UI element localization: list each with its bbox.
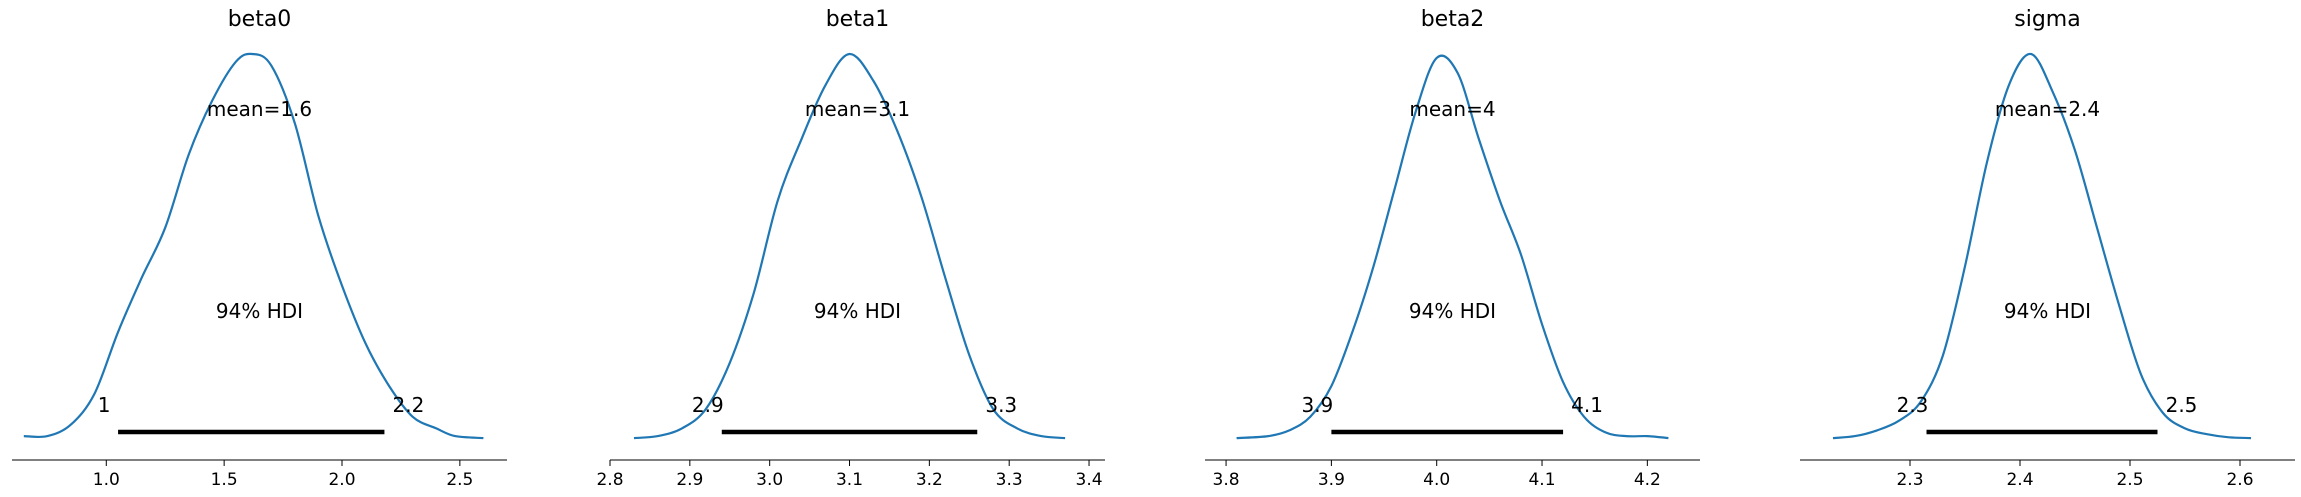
- x-tick-label: 4.0: [1423, 470, 1450, 490]
- x-tick-label: 4.2: [1634, 470, 1661, 490]
- panel-sigma: sigma mean=2.4 94% HDI 2.3 2.5 2.3 2.4 2.5 2.6: [1800, 7, 2295, 490]
- x-tick-label: 2.0: [328, 470, 355, 490]
- x-tick-label: 4.1: [1528, 470, 1555, 490]
- x-tick-label: 3.4: [1076, 470, 1103, 490]
- hdi-high-label: 4.1: [1571, 393, 1603, 417]
- panel-beta1: beta1 mean=3.1 94% HDI 2.9 3.3 2.8 2.9 3.0 3.1 3.…: [596, 7, 1105, 490]
- density-curve: [633, 52, 1066, 440]
- x-tick-label: 3.2: [916, 470, 943, 490]
- x-tick-label: 2.5: [446, 470, 473, 490]
- hdi-label: 94% HDI: [814, 299, 901, 323]
- hdi-high-label: 2.5: [2166, 393, 2198, 417]
- x-tick-label: 3.0: [756, 470, 783, 490]
- density-curve: [1832, 52, 2252, 440]
- x-tick-label: 3.9: [1318, 470, 1345, 490]
- density-curve: [23, 52, 484, 440]
- mean-label: mean=4: [1409, 97, 1495, 121]
- x-tick-label: 1.5: [211, 470, 238, 490]
- mean-label: mean=3.1: [805, 97, 910, 121]
- x-tick-label: 2.5: [2116, 470, 2143, 490]
- x-tick-label: 2.6: [2226, 470, 2253, 490]
- panel-title: beta2: [1421, 7, 1485, 32]
- hdi-label: 94% HDI: [1409, 299, 1496, 323]
- x-tick-label: 1.0: [93, 470, 120, 490]
- x-tick-label: 2.4: [2006, 470, 2033, 490]
- x-tick-label: 2.9: [676, 470, 703, 490]
- mean-label: mean=2.4: [1995, 97, 2100, 121]
- x-tick-label: 3.8: [1213, 470, 1240, 490]
- hdi-low-label: 2.3: [1897, 393, 1929, 417]
- hdi-high-label: 3.3: [985, 393, 1017, 417]
- hdi-low-label: 3.9: [1301, 393, 1333, 417]
- hdi-label: 94% HDI: [2004, 299, 2091, 323]
- hdi-low-label: 1: [98, 393, 111, 417]
- panel-beta2: beta2 mean=4 94% HDI 3.9 4.1 3.8 3.9 4.0 4.1 4.2: [1205, 7, 1700, 490]
- density-curve: [1236, 54, 1669, 440]
- hdi-low-label: 2.9: [692, 393, 724, 417]
- panel-beta0: beta0 mean=1.6 94% HDI 1 2.2 1.0 1.5 2.0 2.5: [12, 7, 507, 490]
- x-tick-label: 2.8: [596, 470, 623, 490]
- x-tick-label: 3.3: [996, 470, 1023, 490]
- hdi-high-label: 2.2: [393, 393, 425, 417]
- x-tick-label: 2.3: [1896, 470, 1923, 490]
- panel-title: sigma: [2014, 7, 2080, 32]
- panel-title: beta0: [228, 7, 292, 32]
- panel-title: beta1: [826, 7, 890, 32]
- mean-label: mean=1.6: [207, 97, 312, 121]
- x-tick-label: 3.1: [836, 470, 863, 490]
- hdi-label: 94% HDI: [216, 299, 303, 323]
